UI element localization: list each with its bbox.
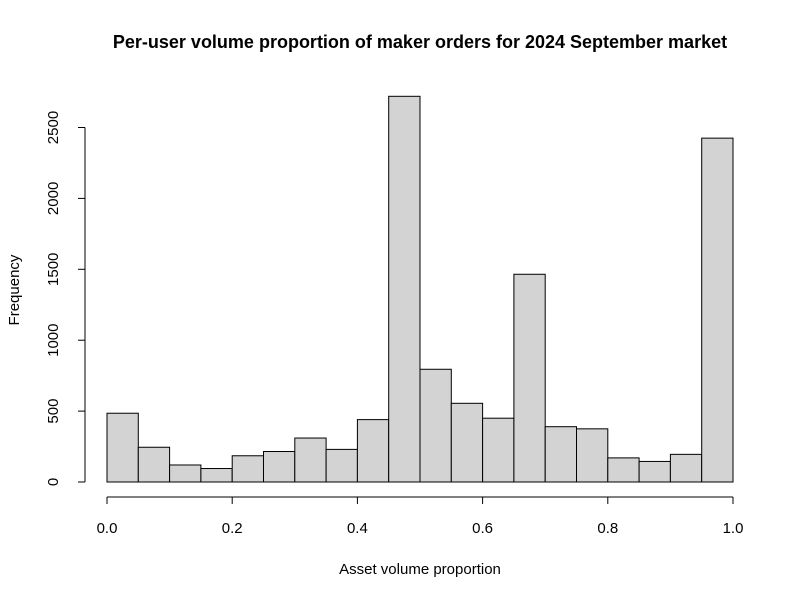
histogram-bar [137,446,171,483]
histogram-bar [450,402,484,483]
histogram-bar [576,428,609,483]
bars-group [106,95,734,483]
histogram-bar [482,417,515,483]
x-axis: 0.0 0.2 0.4 0.6 0.8 1.0 [97,496,744,537]
x-tick-label: 0.6 [472,520,493,537]
y-tick-label: 2500 [45,111,62,144]
histogram-bar [669,453,703,483]
histogram-bar [701,137,734,483]
histogram-bar [169,464,202,483]
histogram-bar [263,451,296,483]
y-tick-label: 0 [45,478,62,486]
x-tick-label: 0.8 [597,520,618,537]
histogram-bar [419,368,452,483]
y-tick-label: 500 [45,399,62,424]
y-tick-label: 1000 [45,324,62,357]
histogram-bar [607,457,640,483]
y-axis: 0 500 1000 1500 2000 2500 [45,111,86,486]
histogram-bar [513,273,546,483]
histogram-bar [106,412,139,483]
histogram-bar [356,419,390,483]
histogram-bar [325,448,358,483]
histogram-bar [388,95,421,483]
x-axis-label: Asset volume proportion [339,561,501,578]
histogram-bar [638,460,671,483]
histogram-bar [294,437,327,483]
x-tick-label: 1.0 [723,520,744,537]
y-tick-label: 1500 [45,253,62,286]
x-tick-label: 0.2 [222,520,243,537]
y-tick-label: 2000 [45,182,62,215]
y-axis-label: Frequency [6,254,23,325]
histogram-bar [231,455,264,483]
chart-title: Per-user volume proportion of maker orde… [113,32,727,52]
x-tick-label: 0.4 [347,520,368,537]
histogram-bar [544,426,578,483]
x-tick-label: 0.0 [97,520,118,537]
histogram-bar [200,468,233,483]
